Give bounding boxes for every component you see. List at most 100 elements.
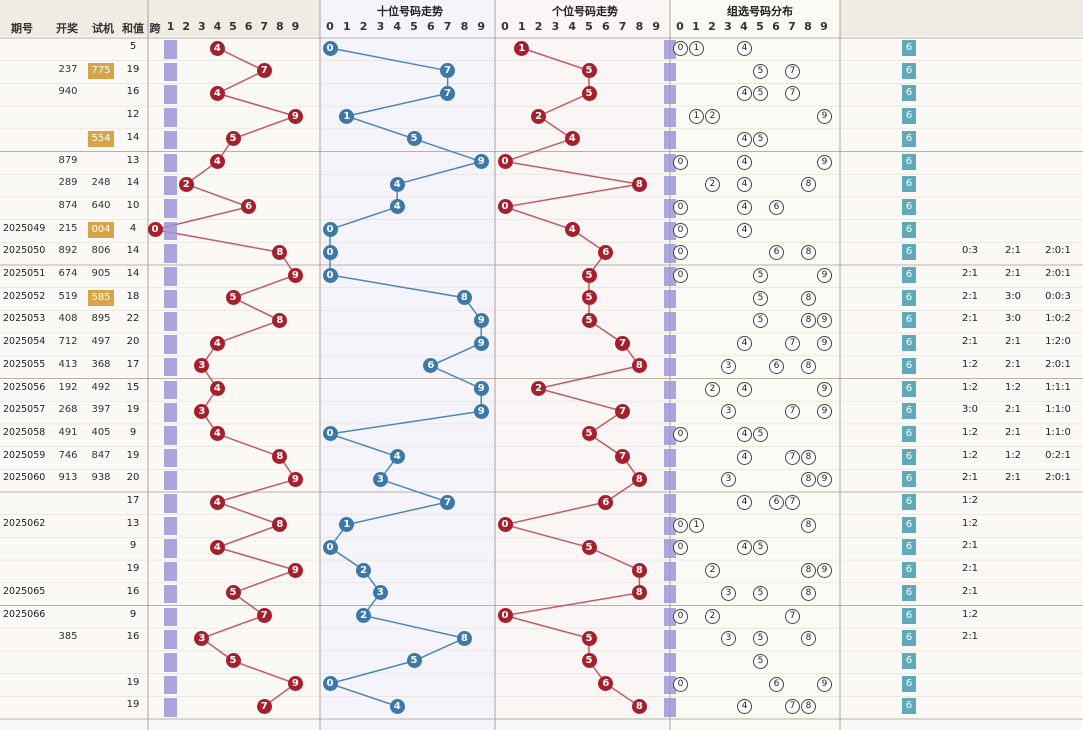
- ratio-big-small: 1:2: [1004, 381, 1022, 393]
- sum-value: 20: [126, 336, 140, 348]
- hundreds-dot: 4: [209, 381, 225, 396]
- group-type-badge: 6: [902, 494, 916, 510]
- ratio-road: 0:2:1: [1045, 449, 1071, 461]
- ratio-big-small: 2:1: [1004, 426, 1022, 438]
- group-digit-circle: 1: [689, 109, 704, 125]
- group-digit-circle: 9: [817, 154, 832, 170]
- group-digit-circle: 7: [785, 336, 800, 352]
- group-digit-circle: 4: [737, 41, 752, 56]
- omission-bar: [664, 448, 677, 468]
- sum-value: 17: [126, 358, 140, 370]
- open-number: 879: [58, 154, 78, 166]
- group-digit-circle: 0: [673, 222, 688, 238]
- header-group-digit: 7: [788, 20, 796, 33]
- group-type-badge: 6: [902, 289, 916, 306]
- omission-bar: [664, 494, 677, 513]
- hundreds-dot: 5: [225, 585, 241, 601]
- tens-dot: 4: [389, 449, 405, 465]
- test-number: 640: [91, 199, 111, 211]
- group-type-badge: 6: [902, 62, 916, 79]
- group-type-badge: 6: [902, 221, 916, 238]
- issue-number: 2025062: [3, 517, 46, 529]
- group-digit-circle: 4: [737, 336, 752, 352]
- ratio-big-small: 2:1: [1004, 245, 1022, 257]
- header-tens-digit: 8: [460, 20, 469, 33]
- omission-bar: [163, 630, 178, 649]
- tens-dot: 2: [356, 608, 372, 623]
- group-type-badge: 6: [902, 516, 916, 533]
- group-digit-circle: 5: [753, 290, 768, 306]
- header-hundreds-digit: 2: [182, 20, 191, 33]
- group-type-badge: 6: [902, 584, 916, 601]
- omission-bar: [664, 108, 677, 127]
- omission-bar: [163, 221, 178, 241]
- test-number: 368: [91, 358, 111, 370]
- ratio-road: 1:2:0: [1045, 336, 1071, 348]
- issue-number: 2025050: [3, 245, 46, 257]
- group-digit-circle: 5: [753, 268, 768, 283]
- units-dot: 5: [581, 630, 597, 646]
- group-digit-circle: 9: [817, 313, 832, 329]
- header-hundreds-digit: 9: [291, 20, 300, 33]
- hundreds-dot: 7: [256, 698, 272, 714]
- group-type-badge: 6: [902, 630, 916, 647]
- omission-bar: [163, 403, 178, 422]
- units-dot: 0: [497, 199, 513, 215]
- omission-bar: [664, 62, 677, 82]
- group-digit-circle: 2: [705, 608, 720, 624]
- issue-number: 2025051: [3, 268, 46, 279]
- open-number: 874: [58, 199, 78, 211]
- group-digit-circle: 8: [801, 449, 816, 465]
- hundreds-dot: 4: [209, 154, 225, 169]
- tens-dot: 4: [389, 698, 405, 714]
- header-group-digit: 0: [676, 20, 684, 33]
- tens-dot: 0: [322, 676, 338, 692]
- tens-dot: 8: [456, 630, 472, 646]
- issue-number: 2025055: [3, 358, 46, 370]
- omission-bar: [163, 652, 178, 672]
- header-units-digit: 4: [568, 20, 577, 33]
- group-digit-circle: 4: [737, 449, 752, 465]
- group-digit-circle: 9: [817, 404, 832, 420]
- group-digit-circle: 9: [817, 336, 832, 352]
- test-number: 405: [91, 426, 111, 438]
- ratio-road: 1:1:0: [1045, 404, 1071, 416]
- header-group-digit: 3: [724, 20, 732, 33]
- tens-dot: 0: [322, 244, 338, 260]
- omission-bar: [163, 244, 178, 263]
- sum-value: 16: [126, 585, 140, 597]
- omission-bar: [664, 130, 677, 150]
- group-digit-circle: 4: [737, 131, 752, 147]
- omission-bar: [163, 471, 178, 490]
- units-dot: 8: [631, 471, 647, 487]
- group-digit-circle: 0: [673, 268, 688, 283]
- units-dot: 6: [598, 244, 614, 260]
- group-digit-circle: 7: [785, 63, 800, 79]
- omission-bar: [664, 698, 677, 717]
- hundreds-dot: 0: [147, 222, 163, 238]
- ratio-odd-even: 2:1: [961, 290, 979, 302]
- open-number: 268: [58, 404, 78, 416]
- sum-value: 9: [129, 608, 137, 620]
- omission-bar: [163, 448, 178, 468]
- group-type-badge: 6: [902, 198, 916, 215]
- test-number: 585: [88, 289, 114, 306]
- header-issue: 期号: [11, 22, 33, 35]
- ratio-road: 0:0:3: [1045, 290, 1071, 302]
- omission-bar: [664, 584, 677, 604]
- header-hundreds-digit: 5: [229, 20, 237, 33]
- tens-dot: 4: [389, 176, 405, 192]
- sum-value: 10: [126, 199, 140, 211]
- ratio-big-small: 2:1: [1004, 472, 1022, 484]
- group-digit-circle: 5: [753, 426, 768, 442]
- group-digit-circle: 3: [721, 472, 736, 488]
- open-number: 289: [58, 177, 78, 189]
- group-digit-circle: 8: [801, 585, 816, 601]
- group-digit-circle: 5: [753, 540, 768, 556]
- sum-value: 9: [129, 540, 137, 552]
- header-units-digit: 9: [652, 20, 661, 33]
- sum-value: 13: [126, 154, 140, 166]
- group-type-badge: 6: [902, 607, 916, 624]
- issue-number: 2025052: [3, 290, 46, 302]
- omission-bar: [163, 380, 178, 400]
